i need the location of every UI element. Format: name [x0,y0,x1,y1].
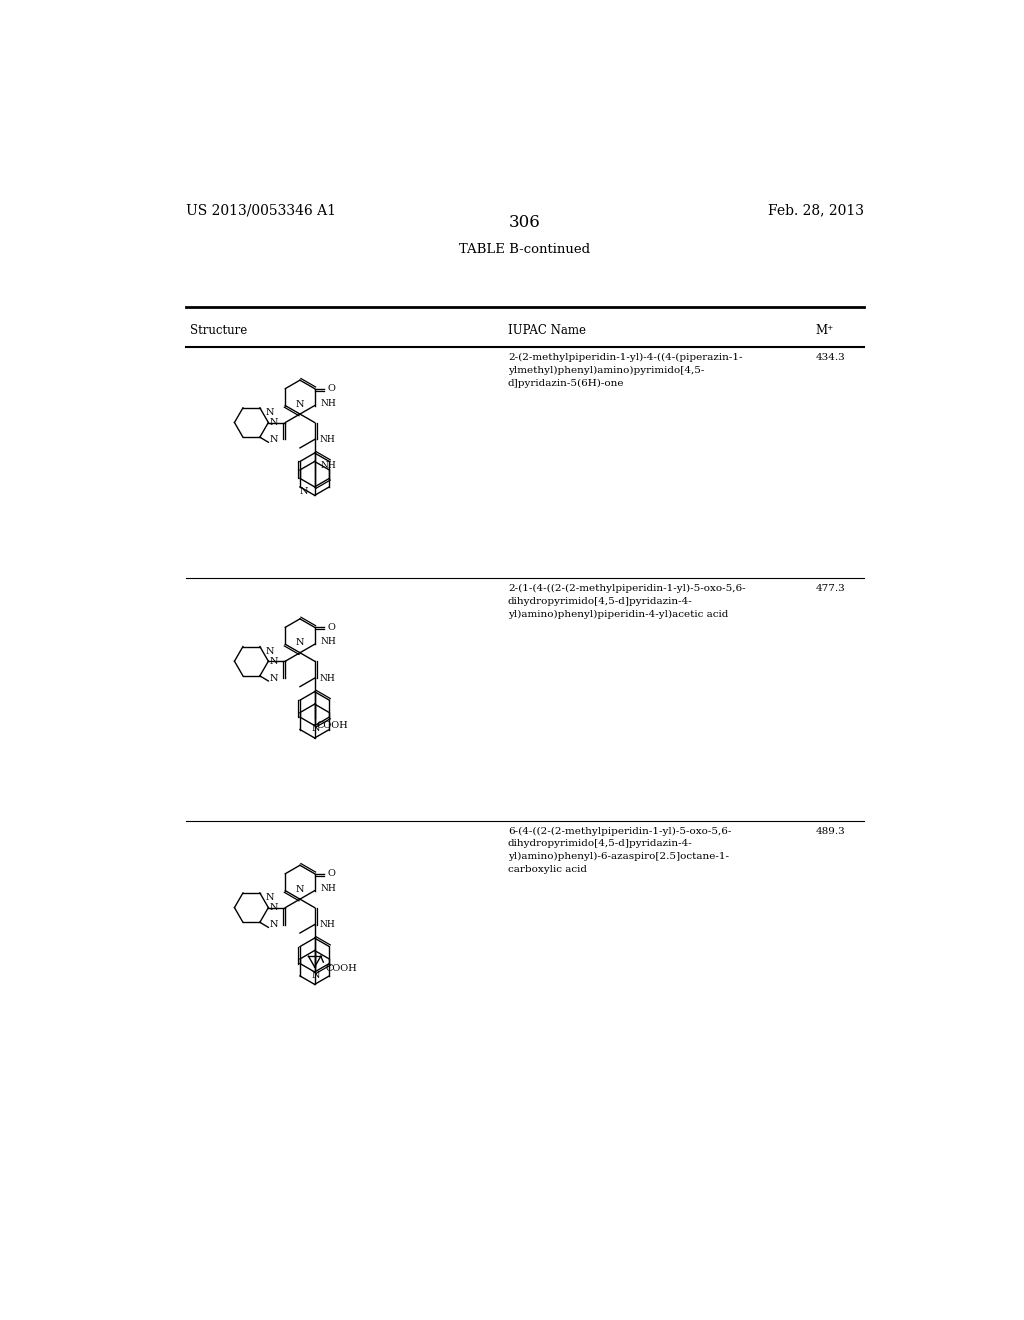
Text: O: O [328,384,336,393]
Text: NH: NH [319,673,335,682]
Text: 489.3: 489.3 [816,826,846,836]
Text: US 2013/0053346 A1: US 2013/0053346 A1 [186,203,336,216]
Text: 2-(1-(4-((2-(2-methylpiperidin-1-yl)-5-oxo-5,6-
dihydropyrimido[4,5-d]pyridazin-: 2-(1-(4-((2-(2-methylpiperidin-1-yl)-5-o… [508,585,745,619]
Text: O: O [328,870,336,878]
Text: N: N [296,639,304,647]
Text: Structure: Structure [189,323,247,337]
Text: O: O [328,623,336,632]
Text: Feb. 28, 2013: Feb. 28, 2013 [768,203,863,216]
Text: 2-(2-methylpiperidin-1-yl)-4-((4-(piperazin-1-
ylmethyl)phenyl)amino)pyrimido[4,: 2-(2-methylpiperidin-1-yl)-4-((4-(pipera… [508,354,742,388]
Text: 477.3: 477.3 [816,585,846,593]
Text: N: N [265,408,274,417]
Text: N: N [265,647,274,656]
Text: TABLE B-continued: TABLE B-continued [459,243,591,256]
Text: N: N [265,894,274,903]
Text: 434.3: 434.3 [816,354,846,362]
Text: COOH: COOH [326,964,357,973]
Text: N: N [312,725,321,734]
Text: N: N [270,920,279,929]
Text: M⁺: M⁺ [816,323,835,337]
Text: NH: NH [321,399,336,408]
Text: N: N [270,657,279,665]
Text: N: N [312,970,321,979]
Text: N: N [296,400,304,409]
Text: NH: NH [321,884,336,892]
Text: N: N [270,418,279,426]
Text: N: N [296,884,304,894]
Text: N: N [270,673,279,682]
Text: COOH: COOH [317,721,349,730]
Text: N: N [300,487,308,496]
Text: 306: 306 [509,214,541,231]
Text: NH: NH [319,920,335,929]
Text: N: N [270,903,279,912]
Text: NH: NH [319,436,335,444]
Text: NH: NH [321,638,336,647]
Text: NH: NH [321,461,337,470]
Text: 6-(4-((2-(2-methylpiperidin-1-yl)-5-oxo-5,6-
dihydropyrimido[4,5-d]pyridazin-4-
: 6-(4-((2-(2-methylpiperidin-1-yl)-5-oxo-… [508,826,731,874]
Text: N: N [270,436,279,444]
Text: IUPAC Name: IUPAC Name [508,323,586,337]
